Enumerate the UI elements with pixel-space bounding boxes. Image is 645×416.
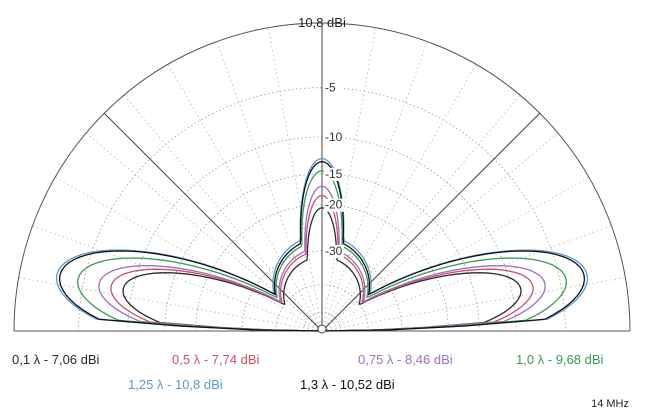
ring-label-2: -15 [325, 167, 343, 181]
series-curve-1 [110, 194, 534, 332]
legend-item-1: 0,5 λ - 7,74 dBi [172, 352, 260, 367]
diag-135 [103, 112, 323, 332]
grid-spoke-110 [216, 41, 323, 332]
grid-spoke-20 [321, 225, 612, 332]
grid-spoke-70 [321, 41, 428, 332]
grid-spoke-10 [321, 277, 626, 332]
ring-label-4: -30 [325, 244, 343, 258]
grid-spoke-50 [321, 94, 521, 332]
grid-spoke-80 [321, 27, 376, 332]
series-curve-2 [98, 185, 546, 332]
center-marker [317, 324, 327, 334]
pattern-curves [55, 157, 589, 332]
ring-label-0: -5 [325, 81, 336, 95]
grid-spoke-120 [167, 64, 323, 332]
ring-label-bg-4 [324, 244, 344, 258]
ring-label-3: -20 [325, 198, 343, 212]
grid-spoke-130 [123, 94, 323, 332]
grid-ring-0 [78, 87, 566, 332]
polar-grid [13, 22, 631, 332]
grid-ring-4 [241, 250, 403, 332]
peak-label: 10,8 dBi [298, 15, 346, 30]
legend-item-3: 1,0 λ - 9,68 dBi [516, 352, 604, 367]
grid-spoke-160 [32, 225, 323, 332]
grid-spoke-100 [268, 27, 323, 332]
grid-spoke-60 [321, 64, 477, 332]
grid-ring-3 [195, 204, 449, 332]
frequency-label: 14 MHz [591, 398, 629, 410]
ring-label-bg-0 [324, 81, 344, 95]
ring-label-1: -10 [325, 130, 343, 144]
grid-spoke-150 [55, 176, 323, 332]
grid-spoke-40 [321, 132, 559, 332]
legend-item-0: 0,1 λ - 7,06 dBi [12, 352, 100, 367]
legend-item-4: 1,25 λ - 10,8 dBi [128, 377, 223, 392]
ring-label-bg-2 [324, 167, 344, 181]
legend-item-2: 0,75 λ - 8,46 dBi [358, 352, 453, 367]
ring-label-bg-3 [324, 198, 344, 212]
ring-label-bg-1 [324, 130, 344, 144]
series-curve-3 [77, 170, 567, 332]
diag-45 [321, 112, 541, 332]
grid-spoke-30 [321, 176, 589, 332]
series-curve-0 [122, 207, 522, 332]
ring-labels: 10,8 dBi -5 -10 -15 -20 -30 [298, 15, 346, 334]
grid-spoke-170 [18, 277, 323, 332]
series-curve-5 [58, 160, 586, 332]
legend-item-5: 1,3 λ - 10,52 dBi [300, 377, 395, 392]
grid-spoke-140 [85, 132, 323, 332]
